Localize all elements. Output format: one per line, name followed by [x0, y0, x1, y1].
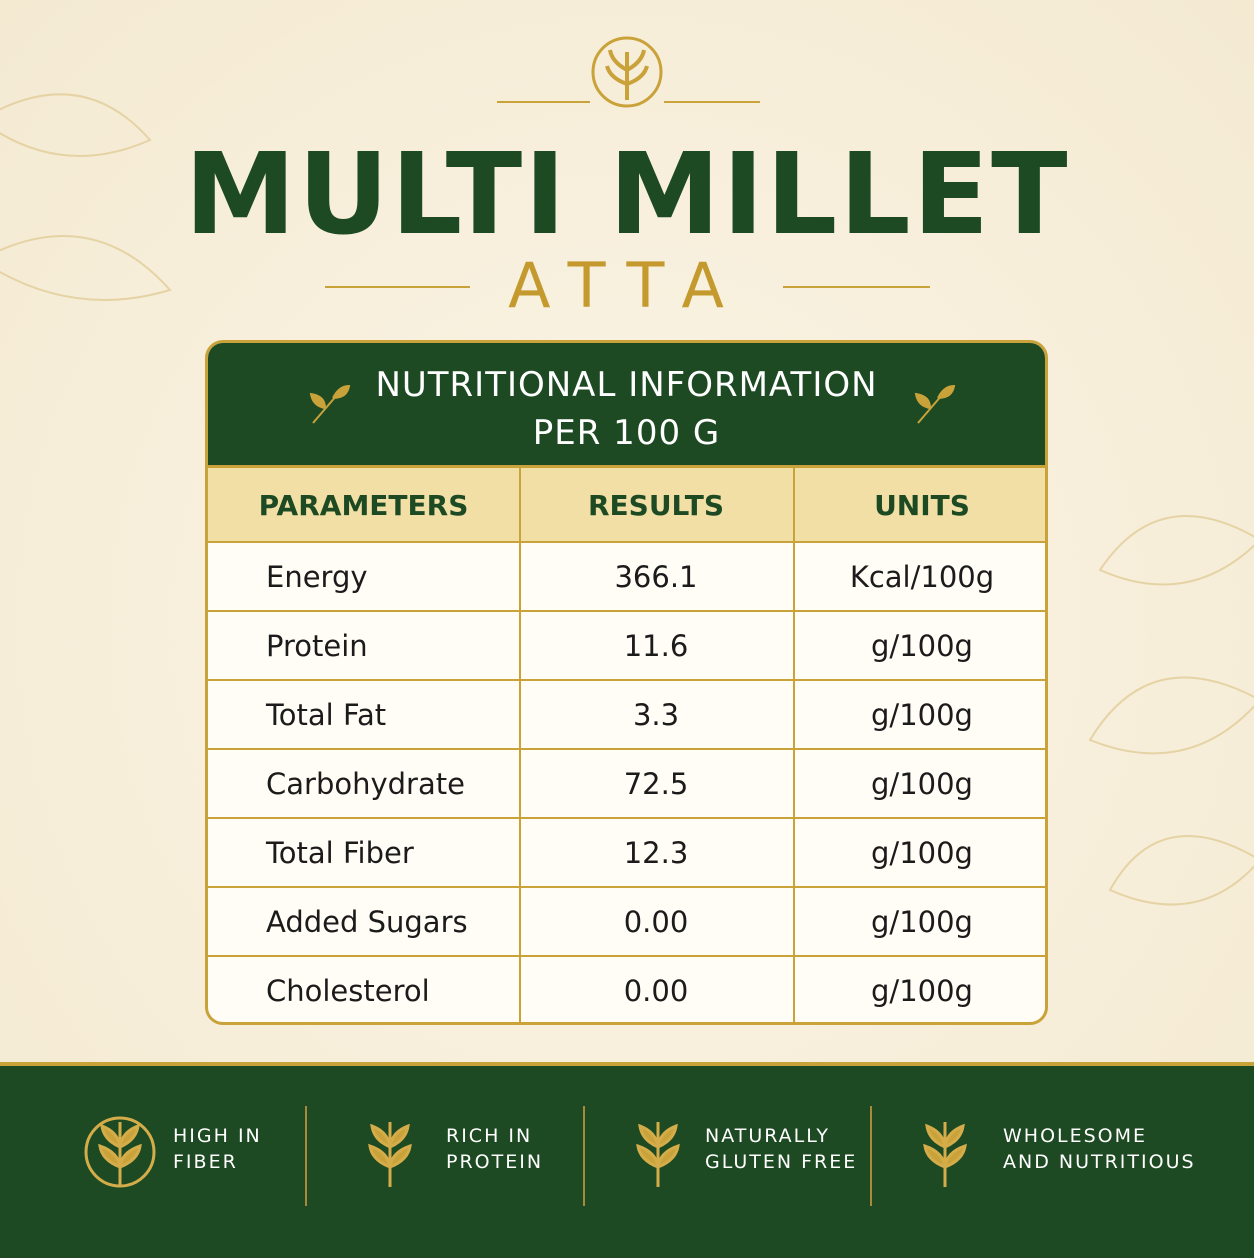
feature-band: HIGH IN FIBER RICH IN PROTEIN NATURALLY GLUTE… — [0, 1062, 1254, 1258]
feature-label: HIGH IN — [173, 1125, 262, 1147]
parameter: Total Fat — [266, 698, 387, 732]
unit: g/100g — [871, 836, 973, 870]
feature-divider — [870, 1106, 872, 1206]
result: 366.1 — [614, 560, 698, 594]
parameter: Energy — [266, 560, 368, 594]
subtitle: ATTA — [508, 249, 746, 322]
unit: g/100g — [871, 629, 973, 663]
column-header: PARAMETERS RESULTS UNITS — [208, 468, 1045, 543]
result: 12.3 — [623, 836, 689, 870]
table-subtitle: PER 100 G — [532, 413, 721, 453]
feature-icon — [636, 1122, 680, 1187]
unit: g/100g — [871, 698, 973, 732]
feature-icon — [84, 1116, 156, 1188]
unit: g/100g — [871, 767, 973, 801]
column-label: RESULTS — [587, 489, 725, 522]
result: 11.6 — [623, 629, 689, 663]
result: 72.5 — [623, 767, 689, 801]
feature-divider — [305, 1106, 307, 1206]
nutrition-table: NUTRITIONAL INFORMATION PER 100 G PARAME… — [205, 340, 1048, 1025]
column-label: PARAMETERS — [258, 489, 469, 522]
feature-divider — [583, 1106, 585, 1206]
parameter: Protein — [266, 629, 368, 663]
parameter: Added Sugars — [266, 905, 468, 939]
result: 3.3 — [632, 698, 680, 732]
table-row: Added Sugars 0.00 g/100g — [208, 888, 1045, 957]
table-row: Cholesterol 0.00 g/100g — [208, 957, 1045, 1022]
parameter: Carbohydrate — [266, 767, 465, 801]
feature-label: FIBER — [173, 1151, 238, 1173]
column-divider — [519, 468, 521, 1022]
parameter: Cholesterol — [266, 974, 430, 1008]
table-header: NUTRITIONAL INFORMATION PER 100 G — [208, 343, 1045, 468]
leaf-icon — [914, 384, 956, 424]
feature-label: NATURALLY — [705, 1125, 830, 1147]
unit: g/100g — [871, 974, 973, 1008]
feature-label: GLUTEN FREE — [705, 1151, 858, 1173]
feature-label: WHOLESOME — [1003, 1125, 1148, 1147]
leaf-icon — [309, 384, 351, 424]
title: MULTI MILLET — [184, 130, 1070, 260]
column-divider — [793, 468, 795, 1022]
column-label: UNITS — [874, 489, 970, 522]
table-row: Total Fiber 12.3 g/100g — [208, 819, 1045, 888]
feature-icon — [923, 1122, 967, 1187]
unit: Kcal/100g — [849, 560, 995, 594]
table-title: NUTRITIONAL INFORMATION — [375, 365, 878, 405]
feature-label: RICH IN — [446, 1125, 533, 1147]
table-row: Carbohydrate 72.5 g/100g — [208, 750, 1045, 819]
result: 0.00 — [623, 974, 689, 1008]
feature-icon — [368, 1122, 412, 1187]
parameter: Total Fiber — [266, 836, 414, 870]
result: 0.00 — [623, 905, 689, 939]
table-row: Total Fat 3.3 g/100g — [208, 681, 1045, 750]
table-row: Protein 11.6 g/100g — [208, 612, 1045, 681]
unit: g/100g — [871, 905, 973, 939]
table-row: Energy 366.1 Kcal/100g — [208, 543, 1045, 612]
feature-label: AND NUTRITIOUS — [1003, 1151, 1196, 1173]
feature-label: PROTEIN — [446, 1151, 544, 1173]
